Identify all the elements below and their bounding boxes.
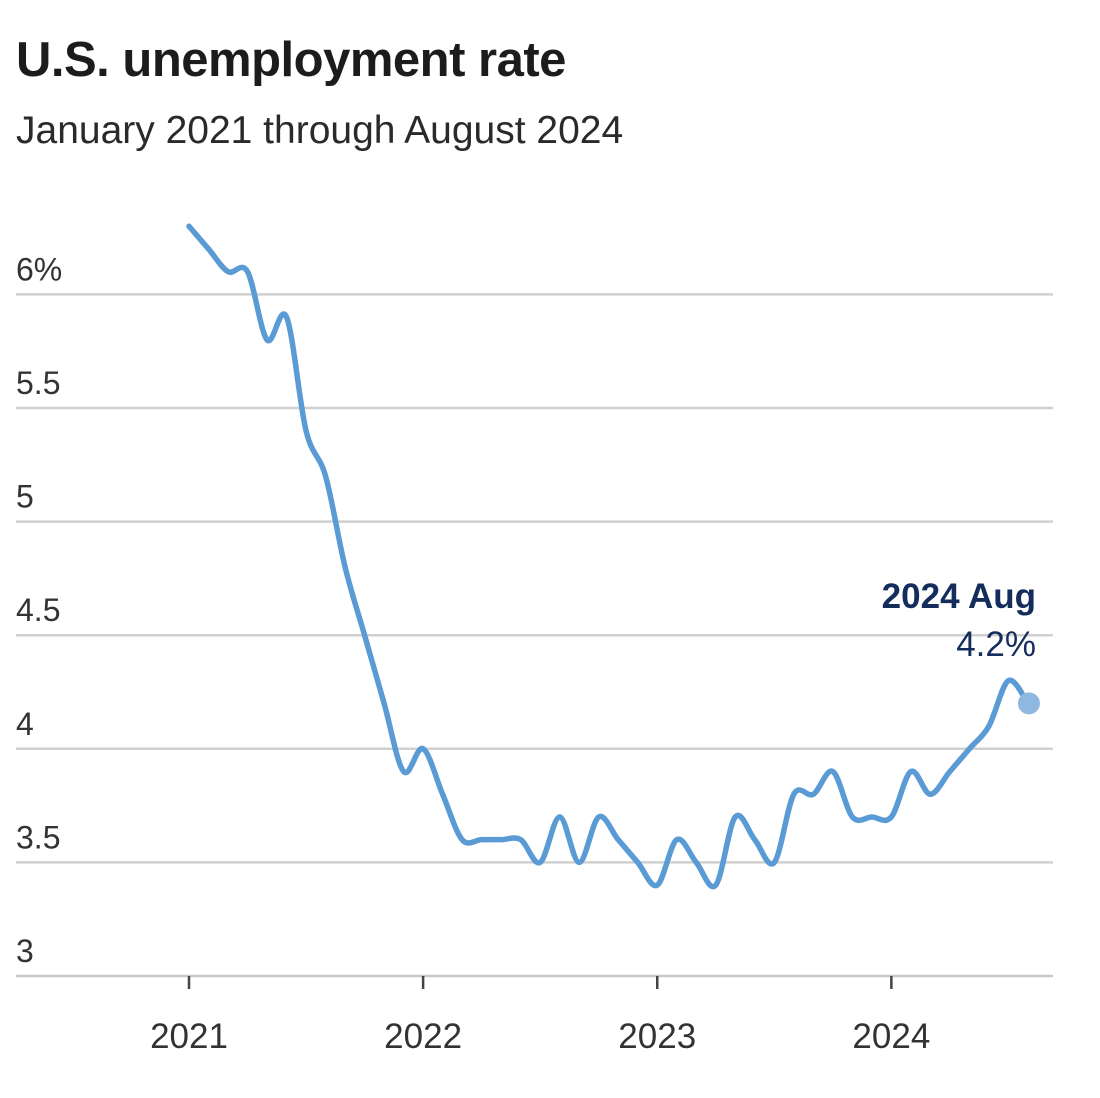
y-tick-label: 5.5 bbox=[16, 365, 60, 401]
gridlines bbox=[16, 293, 1053, 978]
chart-title: U.S. unemployment rate bbox=[16, 33, 566, 87]
annotation-value: 4.2% bbox=[956, 625, 1036, 664]
latest-value-annotation: 2024 Aug 4.2% bbox=[882, 577, 1040, 715]
x-tick-label: 2022 bbox=[384, 1017, 462, 1056]
x-axis: 2021 2022 2023 2024 bbox=[150, 976, 930, 1056]
x-tick-label: 2024 bbox=[852, 1017, 930, 1056]
series-layer bbox=[186, 223, 1031, 890]
y-tick-label: 4.5 bbox=[16, 592, 60, 628]
y-tick-label: 3.5 bbox=[16, 819, 60, 855]
x-tick-label: 2023 bbox=[618, 1017, 696, 1056]
y-tick-label: 5 bbox=[16, 479, 34, 515]
y-tick-label: 3 bbox=[16, 933, 34, 969]
y-tick-label: 4 bbox=[16, 706, 34, 742]
x-tick-label: 2021 bbox=[150, 1017, 228, 1056]
y-tick-label: 6% bbox=[16, 251, 62, 287]
chart-subtitle: January 2021 through August 2024 bbox=[16, 109, 624, 152]
y-axis-labels: 3 3.5 4 4.5 5 5.5 6% bbox=[16, 251, 62, 969]
latest-point-marker bbox=[1017, 692, 1040, 715]
unemployment-rate-line bbox=[186, 223, 1031, 890]
annotation-label: 2024 Aug bbox=[882, 577, 1036, 616]
